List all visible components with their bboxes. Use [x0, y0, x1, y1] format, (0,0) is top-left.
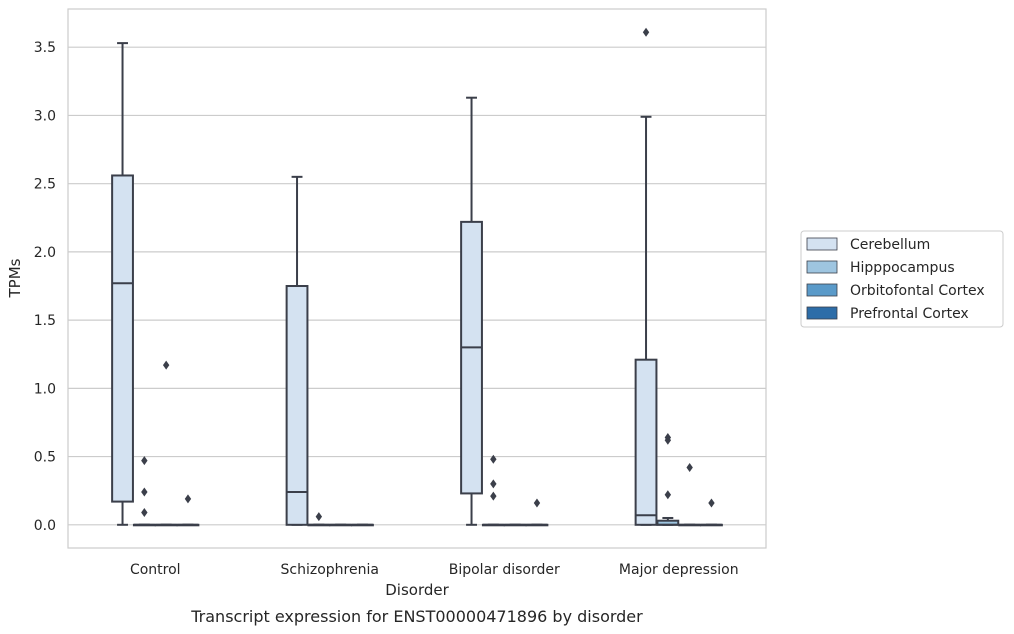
legend-entry-label: Hipppocampus	[850, 260, 955, 276]
outlier-point	[686, 462, 693, 472]
y-tick-label: 1.5	[34, 313, 56, 329]
box-orbitofontal-cortex	[678, 462, 702, 527]
box-orbitofontal-cortex	[503, 523, 527, 527]
legend-entry-label: Orbitofontal Cortex	[850, 283, 985, 299]
box-cerebellum	[460, 96, 483, 526]
y-tick-label: 0.0	[34, 518, 56, 534]
box-cerebellum	[111, 42, 134, 526]
outlier-point	[141, 508, 148, 518]
outlier-point	[533, 498, 541, 508]
box-prefrontal-cortex	[351, 523, 374, 527]
legend-entry-label: Prefrontal Cortex	[850, 306, 969, 322]
plot-area	[68, 9, 766, 548]
plot-frame	[67, 8, 767, 549]
box-hipppocampus	[656, 432, 680, 526]
box-orbitofontal-cortex	[329, 523, 353, 527]
outlier-point	[315, 512, 323, 522]
box-cerebellum	[634, 27, 658, 526]
outlier-point	[490, 479, 497, 489]
x-tick-label: Schizophrenia	[281, 562, 379, 578]
legend-frame	[800, 230, 1004, 328]
outlier-point	[642, 27, 650, 37]
outlier-point	[162, 360, 170, 370]
legend-swatch	[806, 237, 838, 251]
x-tick-label: Bipolar disorder	[449, 562, 560, 578]
legend-swatch	[806, 283, 838, 297]
box-iqr	[634, 358, 658, 526]
box-iqr	[111, 174, 134, 503]
box-series	[111, 27, 723, 527]
outlier-point	[664, 435, 672, 445]
y-axis-label: TPMs	[6, 258, 24, 298]
y-tick-label: 1.0	[34, 381, 56, 397]
outlier-point	[141, 487, 148, 497]
legend-entry-label: Cerebellum	[850, 237, 930, 253]
outlier-point	[490, 491, 497, 501]
box-hipppocampus	[132, 456, 156, 527]
y-tick-label: 2.0	[34, 245, 56, 261]
y-tick-label: 3.5	[34, 40, 56, 56]
y-tick-label: 3.0	[34, 108, 56, 124]
outlier-point	[708, 498, 715, 508]
outlier-point	[664, 490, 672, 500]
chart-caption: Transcript expression for ENST0000047189…	[190, 607, 643, 626]
outlier-point	[184, 494, 192, 504]
grid-lines	[68, 46, 766, 526]
y-tick-label: 2.5	[34, 177, 56, 193]
y-tick-labels: 0.0 0.5 1.0 1.5 2.0 2.5 3.0 3.5	[34, 40, 56, 534]
x-axis-label: Disorder	[385, 581, 449, 599]
x-tick-label: Major depression	[619, 562, 739, 578]
legend: Cerebellum Hipppocampus Orbitofontal Corte…	[800, 230, 1004, 328]
box-prefrontal-cortex	[525, 498, 549, 527]
box-hipppocampus	[481, 454, 505, 527]
box-cerebellum	[285, 175, 309, 526]
box-iqr	[285, 285, 309, 526]
legend-swatch	[806, 306, 838, 320]
outlier-point	[141, 456, 148, 466]
box-prefrontal-cortex	[700, 498, 723, 527]
legend-swatch	[806, 260, 838, 274]
y-tick-label: 0.5	[34, 450, 56, 466]
x-tick-labels: Control Schizophrenia Bipolar disorder Majo…	[130, 562, 739, 578]
x-tick-label: Control	[130, 562, 181, 578]
box-prefrontal-cortex	[176, 494, 200, 527]
outlier-point	[490, 454, 497, 464]
box-iqr	[460, 220, 483, 495]
